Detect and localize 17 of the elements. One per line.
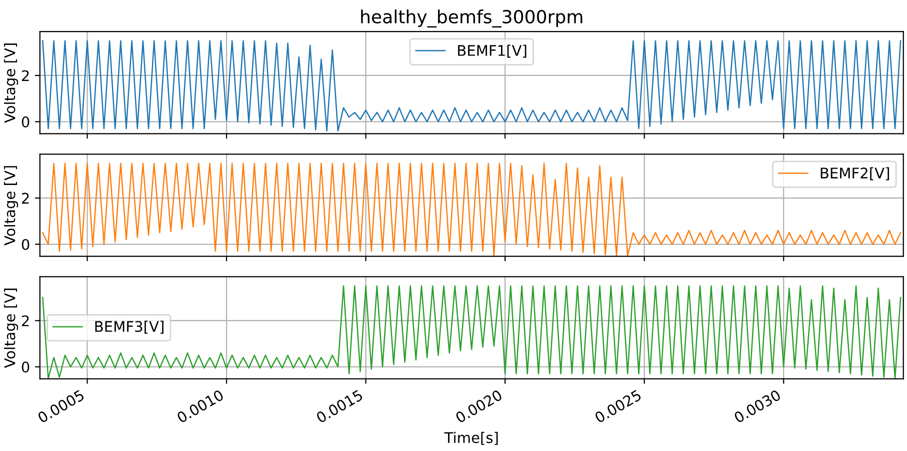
chart-title: healthy_bemfs_3000rpm <box>361 10 582 28</box>
y-axis-title: Voltage [V] <box>4 44 18 123</box>
y-tick-label: 0 <box>22 238 30 250</box>
x-axis-title: Time[s] <box>444 432 498 445</box>
line-series <box>42 40 902 132</box>
line-series <box>42 285 902 379</box>
y-tick-label: 0 <box>22 116 30 128</box>
y-tick-label: 2 <box>22 70 29 82</box>
y-tick-label: 0 <box>22 362 30 373</box>
legend-label: BEMF1[V] <box>458 44 526 58</box>
y-axis-title: Voltage [V] <box>4 166 18 246</box>
y-tick-label: 2 <box>22 192 29 204</box>
legend-label: BEMF3[V] <box>95 320 164 334</box>
line-series <box>42 162 902 256</box>
legend-label: BEMF2[V] <box>820 167 889 180</box>
y-tick-label: 2 <box>22 315 29 326</box>
y-axis-title: Voltage [V] <box>4 288 18 368</box>
